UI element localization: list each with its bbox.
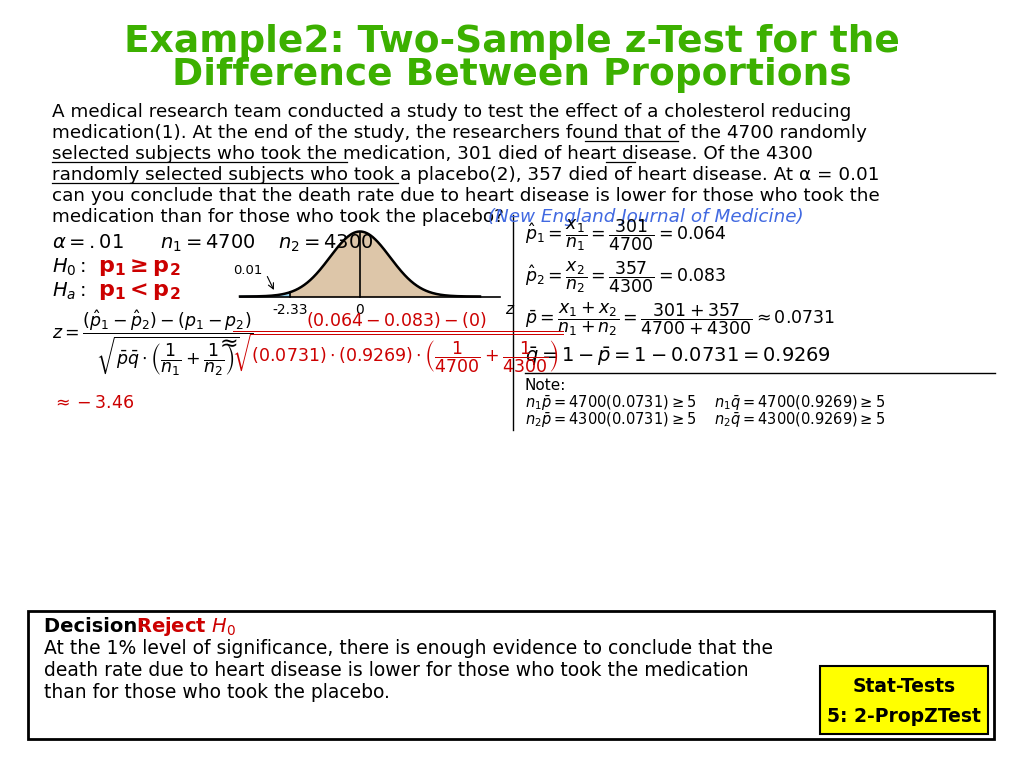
Text: $z = \dfrac{(\hat{p}_1 - \hat{p}_2)-(p_1 - p_2)}{\sqrt{\bar{p}\bar{q}\cdot\left(: $z = \dfrac{(\hat{p}_1 - \hat{p}_2)-(p_1… — [52, 308, 253, 377]
Text: $\hat{p}_1 = \dfrac{x_1}{n_1} = \dfrac{301}{4700} = 0.064$: $\hat{p}_1 = \dfrac{x_1}{n_1} = \dfrac{3… — [525, 217, 727, 252]
Text: $n_2\bar{p} = 4300(0.0731) \geq 5$    $n_2\bar{q} = 4300(0.9269) \geq 5$: $n_2\bar{p} = 4300(0.0731) \geq 5$ $n_2\… — [525, 410, 885, 430]
Text: $n_1 = 4700$: $n_1 = 4700$ — [160, 232, 256, 254]
Text: death rate due to heart disease is lower for those who took the medication: death rate due to heart disease is lower… — [44, 661, 749, 680]
Text: Difference Between Proportions: Difference Between Proportions — [172, 57, 852, 93]
Text: $n_2 = 4300$: $n_2 = 4300$ — [278, 232, 374, 254]
Text: $H_0:$: $H_0:$ — [52, 256, 86, 278]
Text: (New England Journal of Medicine): (New England Journal of Medicine) — [482, 208, 804, 226]
Text: selected subjects who took the medication, 301 died of heart disease. Of the 430: selected subjects who took the medicatio… — [52, 145, 813, 163]
Text: Note:: Note: — [525, 377, 566, 393]
Text: medication(1). At the end of the study, the researchers found that of the 4700 r: medication(1). At the end of the study, … — [52, 124, 867, 142]
Text: Example2: Two-Sample z-Test for the: Example2: Two-Sample z-Test for the — [124, 24, 900, 60]
Text: $\mathbf{p_1 < p_2}$: $\mathbf{p_1 < p_2}$ — [98, 281, 180, 301]
Text: 0: 0 — [355, 302, 365, 317]
Text: medication than for those who took the placebo?: medication than for those who took the p… — [52, 208, 504, 226]
Text: randomly selected subjects who took a placebo(2), 357 died of heart disease. At : randomly selected subjects who took a pl… — [52, 166, 880, 184]
Text: $\alpha = .01$: $\alpha = .01$ — [52, 233, 124, 252]
Text: $\bar{q} = 1 - \bar{p} = 1 - 0.0731 = 0.9269$: $\bar{q} = 1 - \bar{p} = 1 - 0.0731 = 0.… — [525, 346, 830, 368]
Text: $\approx -3.46$: $\approx -3.46$ — [52, 394, 134, 412]
Text: -2.33: -2.33 — [272, 302, 308, 317]
Text: $\dfrac{(0.064-0.083)-(0)}{\sqrt{(0.0731)\cdot(0.9269)\cdot\left(\dfrac{1}{4700}: $\dfrac{(0.064-0.083)-(0)}{\sqrt{(0.0731… — [232, 311, 563, 375]
Text: $\hat{p}_2 = \dfrac{x_2}{n_2} = \dfrac{357}{4300} = 0.083$: $\hat{p}_2 = \dfrac{x_2}{n_2} = \dfrac{3… — [525, 259, 727, 295]
Text: $\mathbf{p_1 \geq p_2}$: $\mathbf{p_1 \geq p_2}$ — [98, 256, 180, 278]
Text: 5: 2-PropZTest: 5: 2-PropZTest — [827, 706, 981, 726]
Text: than for those who took the placebo.: than for those who took the placebo. — [44, 683, 390, 703]
Text: At the 1% level of significance, there is enough evidence to conclude that the: At the 1% level of significance, there i… — [44, 640, 773, 659]
Polygon shape — [240, 292, 290, 297]
FancyBboxPatch shape — [28, 611, 994, 739]
FancyBboxPatch shape — [820, 666, 988, 734]
Text: $H_a:$: $H_a:$ — [52, 281, 86, 301]
Text: $\approx$: $\approx$ — [215, 333, 238, 353]
Text: A medical research team conducted a study to test the effect of a cholesterol re: A medical research team conducted a stud… — [52, 103, 851, 121]
Text: Reject $H_0$: Reject $H_0$ — [136, 615, 237, 638]
Text: $n_1\bar{p} = 4700(0.0731) \geq 5$    $n_1\bar{q} = 4700(0.9269) \geq 5$: $n_1\bar{p} = 4700(0.0731) \geq 5$ $n_1\… — [525, 393, 885, 413]
Text: Decision:: Decision: — [44, 617, 152, 637]
Text: 0.01: 0.01 — [232, 264, 262, 276]
Text: $\bar{p} = \dfrac{x_1 + x_2}{n_1 + n_2} = \dfrac{301+357}{4700+4300} \approx 0.0: $\bar{p} = \dfrac{x_1 + x_2}{n_1 + n_2} … — [525, 301, 836, 337]
Polygon shape — [291, 232, 480, 297]
Text: z: z — [505, 302, 513, 318]
Text: can you conclude that the death rate due to heart disease is lower for those who: can you conclude that the death rate due… — [52, 187, 880, 205]
Text: Stat-Tests: Stat-Tests — [852, 676, 955, 696]
